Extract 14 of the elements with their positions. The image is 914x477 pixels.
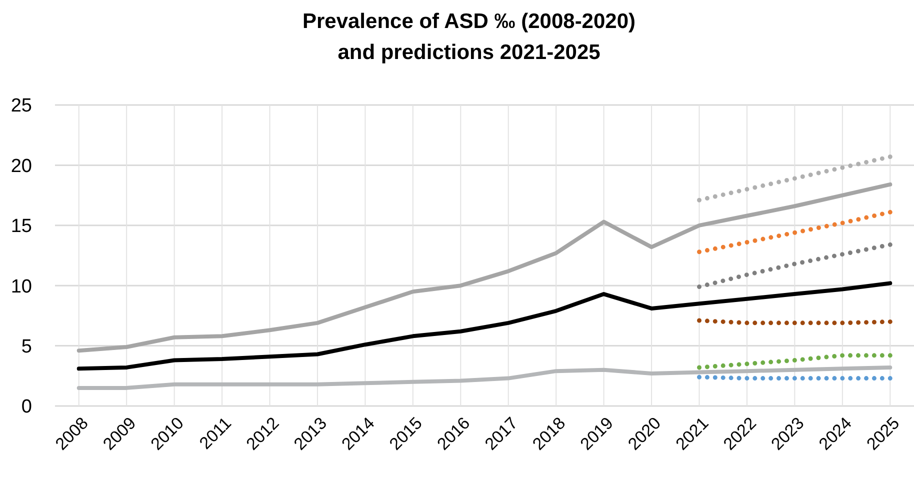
line-series: [76, 365, 892, 390]
line-series: [697, 210, 892, 254]
y-tick-label: 20: [10, 156, 32, 177]
line-series: [697, 154, 892, 202]
line-series: [697, 353, 892, 370]
line-series: [697, 242, 892, 290]
y-tick-label: 15: [10, 216, 32, 238]
line-series: [76, 182, 892, 353]
y-tick-label: 5: [21, 336, 32, 358]
line-series: [76, 281, 892, 371]
y-tick-label: 0: [21, 396, 32, 418]
y-tick-label: 25: [10, 96, 32, 117]
chart-title: Prevalence of ASD ‰ (2008-2020) and predictions 2021-2025: [302, 10, 636, 64]
y-tick-label: 10: [10, 276, 32, 298]
